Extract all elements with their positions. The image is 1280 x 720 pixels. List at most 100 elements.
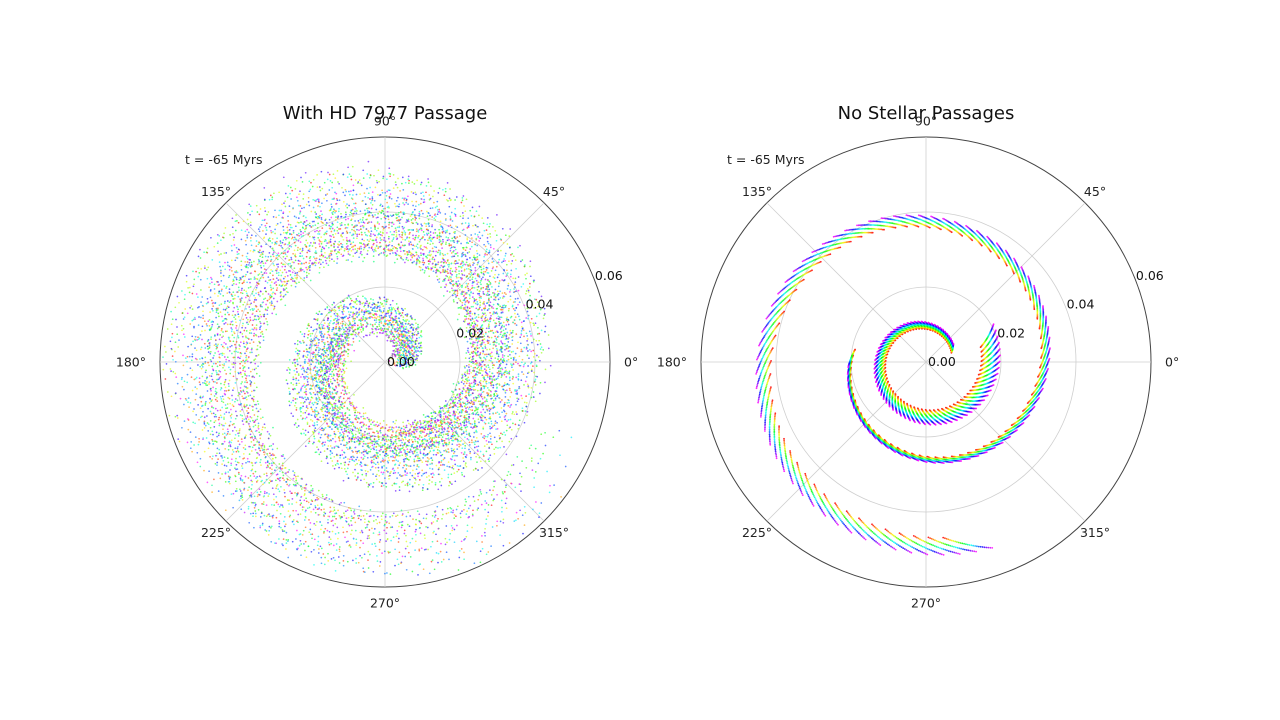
particle-point xyxy=(514,301,516,303)
particle-point xyxy=(200,367,203,370)
particle-point xyxy=(271,238,274,240)
particle-point xyxy=(526,372,529,375)
particle-point xyxy=(411,335,414,337)
particle-point xyxy=(304,396,306,399)
particle-point xyxy=(354,521,357,524)
particle-point xyxy=(479,450,482,453)
particle-point xyxy=(324,368,326,371)
particle-point xyxy=(411,323,413,326)
particle-point xyxy=(304,549,306,552)
particle-point xyxy=(370,221,373,223)
particle-point xyxy=(469,209,472,212)
particle-point xyxy=(422,483,425,486)
particle-point xyxy=(518,355,521,358)
particle-point xyxy=(366,173,369,175)
particle-point xyxy=(397,340,400,343)
particle-point xyxy=(463,414,466,417)
particle-point xyxy=(401,339,404,342)
particle-point xyxy=(394,490,397,492)
particle-point xyxy=(199,278,202,281)
particle-point xyxy=(242,220,245,223)
particle-point xyxy=(415,339,417,342)
particle-point xyxy=(395,303,398,305)
particle-point xyxy=(455,225,457,228)
particle-point xyxy=(385,424,388,426)
particle-point xyxy=(328,370,330,373)
particle-point xyxy=(444,442,446,444)
particle-point xyxy=(344,418,347,420)
particle-point xyxy=(473,254,475,257)
particle-point xyxy=(351,401,354,404)
particle-point xyxy=(516,347,519,349)
particle-point xyxy=(362,324,364,326)
particle-point xyxy=(467,217,470,220)
particle-point xyxy=(409,339,411,342)
particle-point xyxy=(336,315,339,317)
particle-point xyxy=(533,324,535,327)
particle-point xyxy=(482,291,485,293)
particle-point xyxy=(465,413,468,416)
particle-point xyxy=(328,324,331,327)
particle-point xyxy=(258,242,261,244)
particle-point xyxy=(497,250,499,253)
particle-point xyxy=(514,423,517,426)
particle-point xyxy=(174,392,177,394)
particle-point xyxy=(332,326,335,329)
particle-point xyxy=(510,391,513,394)
particle-point xyxy=(360,465,363,467)
particle-point xyxy=(305,398,308,401)
particle-point xyxy=(525,405,528,408)
particle-point xyxy=(203,342,206,345)
particle-point xyxy=(313,409,316,411)
particle-point xyxy=(272,249,275,252)
particle-point xyxy=(339,454,342,457)
particle-point xyxy=(307,196,310,199)
particle-point xyxy=(203,427,206,429)
particle-point xyxy=(290,198,292,200)
particle-point xyxy=(380,485,383,487)
particle-point xyxy=(354,331,357,334)
particle-point xyxy=(489,246,492,249)
particle-point xyxy=(300,233,302,236)
particle-point xyxy=(229,415,232,417)
particle-point xyxy=(361,469,363,472)
particle-point xyxy=(367,196,369,199)
particle-point xyxy=(334,314,337,317)
particle-point xyxy=(336,320,338,322)
particle-point xyxy=(521,350,524,353)
particle-point xyxy=(488,460,490,463)
particle-point xyxy=(410,243,413,246)
particle-point xyxy=(477,308,479,311)
particle-point xyxy=(516,400,519,403)
particle-point xyxy=(420,459,422,462)
particle-point xyxy=(383,307,386,310)
particle-point xyxy=(520,333,523,336)
particle-point xyxy=(258,488,261,491)
particle-point xyxy=(523,265,526,268)
particle-point xyxy=(230,462,233,465)
particle-point xyxy=(305,375,307,378)
particle-point xyxy=(480,268,483,271)
particle-point xyxy=(316,410,318,413)
particle-point xyxy=(532,349,535,352)
particle-point xyxy=(300,410,302,413)
particle-point xyxy=(442,188,444,191)
particle-point xyxy=(432,256,434,259)
particle-point xyxy=(190,441,193,443)
particle-point xyxy=(329,453,332,456)
particle-point xyxy=(333,302,335,304)
particle-point xyxy=(305,203,308,206)
particle-point xyxy=(494,422,497,425)
particle-point xyxy=(213,344,216,347)
particle-point xyxy=(221,433,224,435)
particle-point xyxy=(421,261,424,264)
particle-point xyxy=(271,468,273,471)
particle-point xyxy=(501,292,504,294)
particle-point xyxy=(327,171,329,174)
particle-point xyxy=(526,383,529,386)
particle-point xyxy=(241,254,244,257)
particle-point xyxy=(358,308,360,311)
particle-point xyxy=(265,229,268,231)
particle-point xyxy=(222,401,225,404)
particle-point xyxy=(236,253,239,256)
